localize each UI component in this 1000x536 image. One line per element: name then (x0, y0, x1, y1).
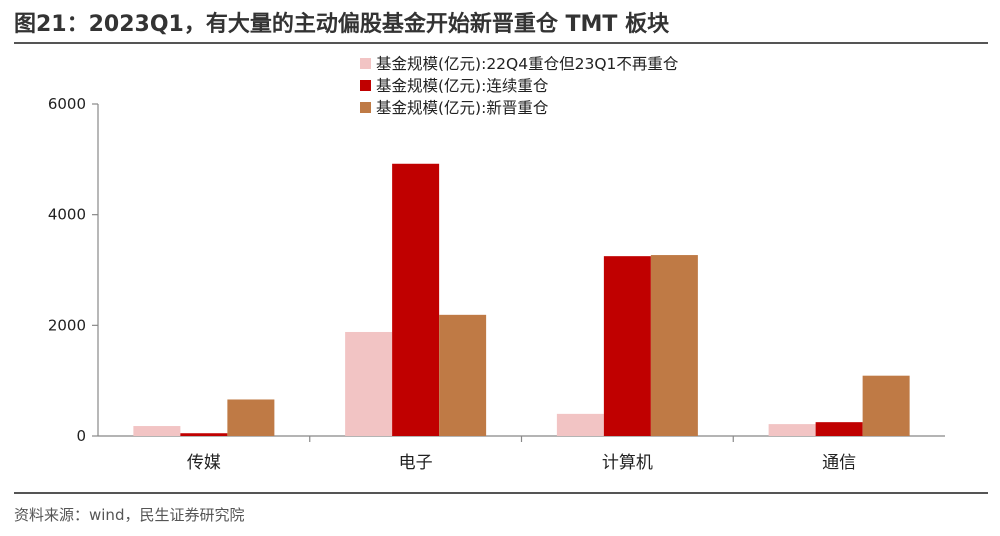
legend-label: 基金规模(亿元):新晋重仓 (376, 99, 549, 117)
legend-label: 基金规模(亿元):连续重仓 (376, 77, 549, 95)
title-divider (14, 42, 988, 44)
bar-3-1 (227, 399, 275, 436)
x-category-label: 计算机 (602, 453, 653, 473)
bar-3-4 (862, 375, 910, 436)
legend-label: 基金规模(亿元):22Q4重仓但23Q1不再重仓 (376, 55, 679, 73)
bar-2-4 (815, 422, 863, 436)
bar-1-1 (133, 426, 181, 436)
y-tick-label: 0 (76, 427, 86, 445)
figure-title: 图21：2023Q1，有大量的主动偏股基金开始新晋重仓 TMT 板块 (14, 12, 670, 37)
y-tick-label: 6000 (48, 95, 86, 113)
bar-2-2 (392, 163, 440, 436)
chart-bars (133, 163, 910, 436)
source-note: 资料来源：wind，民生证券研究院 (14, 506, 245, 524)
bar-3-3 (650, 255, 698, 436)
source-divider (14, 492, 988, 494)
bar-2-3 (603, 256, 651, 436)
x-category-label: 传媒 (187, 453, 221, 473)
legend-swatch (360, 102, 371, 113)
chart-axes: 0 2000 4000 6000 传媒 电子 计算机 通信 (48, 95, 945, 473)
bar-1-2 (345, 331, 393, 436)
y-tick-label: 4000 (48, 206, 86, 224)
x-category-label: 电子 (399, 453, 433, 473)
y-tick-label: 2000 (48, 316, 86, 334)
x-category-label: 通信 (822, 453, 856, 473)
bar-3-2 (439, 314, 487, 436)
bar-2-1 (180, 433, 228, 436)
legend-swatch (360, 58, 371, 69)
bar-1-3 (556, 413, 604, 436)
legend-swatch (360, 80, 371, 91)
chart-legend: 基金规模(亿元):22Q4重仓但23Q1不再重仓基金规模(亿元):连续重仓基金规… (360, 55, 679, 117)
bar-1-4 (768, 424, 816, 436)
